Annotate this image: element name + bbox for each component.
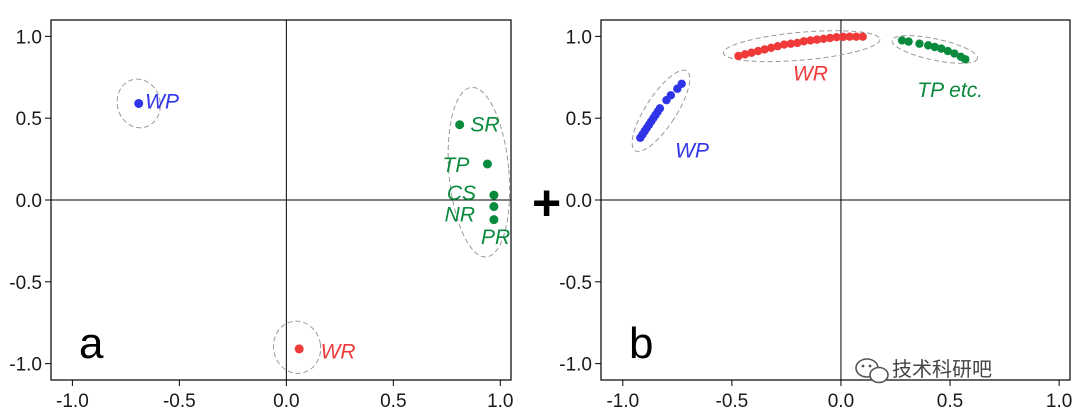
panel-b-chart: -1.0 -0.5 0.0 0.5 1.0 1.0 0.5 0.0 -0.5 -1.0 WP WR TP… — [559, 19, 1072, 412]
panel-b-label-wp: WP — [675, 139, 709, 162]
panel-b-point-wr — [832, 32, 841, 42]
panel-b-ytick-label: 0.0 — [566, 191, 592, 212]
panel-b-point-tp — [924, 41, 933, 50]
panel-b-point-wr — [773, 41, 782, 51]
panel-b-point-tp — [930, 42, 939, 52]
panel-a-label-nr: NR — [445, 203, 475, 226]
panel-b-point-tp — [943, 46, 953, 56]
panel-a-xtick-label: 1.0 — [487, 391, 513, 412]
panel-a-label-sr: SR — [470, 113, 499, 136]
panel-a-label-pr: PR — [481, 226, 510, 249]
panel-b-point-wr — [753, 46, 763, 56]
watermark-text: 技术科研吧 — [892, 357, 992, 381]
plus-sign: + — [532, 175, 561, 231]
panel-a-label-wr: WR — [321, 341, 356, 364]
panel-b-group-ellipse — [722, 30, 881, 63]
panel-a-point-sr — [455, 120, 465, 130]
watermark: 技术科研吧 — [855, 357, 992, 384]
panel-a-point-cs — [489, 190, 499, 200]
panel-b-point-wr — [858, 32, 867, 41]
panel-b-xtick-label: 0.0 — [828, 391, 854, 412]
panel-b-point-wr — [786, 39, 795, 48]
panel-b-ytick-label: 0.5 — [566, 109, 592, 130]
panel-b-point-tp — [904, 37, 913, 46]
panel-b-point-wr — [747, 48, 756, 57]
panel-b-point-wr — [780, 40, 789, 49]
panel-b-point-wr — [793, 38, 802, 48]
panel-b-group-ellipse — [631, 69, 691, 152]
panel-b-point-wr — [845, 32, 854, 41]
panel-a-chart: -1.0 -0.5 0.0 0.5 1.0 1.0 0.5 0.0 -0.5 -1.0 WP WR SR… — [9, 19, 514, 412]
panel-a-label-cs: CS — [447, 182, 476, 205]
panel-b-xtick-label: 0.5 — [937, 391, 963, 412]
panel-b-point-tp — [897, 36, 907, 45]
panel-b-point-wr — [799, 37, 809, 46]
panel-b-letter: b — [629, 319, 653, 368]
panel-a-xtick-label: -0.5 — [163, 391, 196, 412]
panel-a-ytick-label: -0.5 — [9, 273, 42, 294]
panel-a-point-wp — [134, 98, 144, 108]
panel-b-label-wr: WR — [793, 63, 828, 86]
panel-b-point-tp — [950, 49, 959, 58]
panel-b-point-wr — [766, 43, 776, 53]
panel-b-point-tp — [915, 39, 924, 48]
panel-a-point-wr — [294, 344, 304, 354]
panel-b-point-wr — [838, 32, 848, 42]
panel-b-xtick-label: -0.5 — [716, 391, 749, 412]
panel-b-ytick-label: -1.0 — [559, 355, 592, 376]
panel-a-xtick-label: 0.5 — [380, 391, 406, 412]
panel-a-letter: a — [79, 319, 104, 368]
panel-b-point-tp — [961, 55, 970, 64]
panel-b-point-tp — [937, 44, 946, 53]
panel-b-point-wr — [819, 34, 828, 44]
panel-b-point-wp — [655, 104, 665, 113]
panel-a-point-pr — [489, 215, 499, 225]
panel-b-point-wr — [812, 35, 822, 44]
panel-a-point-tp — [482, 159, 492, 169]
panel-b-ytick-label: 1.0 — [566, 27, 592, 48]
panel-b-point-wp — [677, 79, 686, 89]
panel-a-ytick-label: 0.0 — [16, 191, 42, 212]
panel-b-group-ellipse — [891, 35, 978, 64]
panel-b-point-wp — [666, 91, 676, 100]
panel-b-point-wr — [740, 50, 750, 59]
panel-b-xtick-label: 1.0 — [1046, 391, 1072, 412]
panel-a-group-ellipse — [447, 86, 511, 258]
panel-a-group-ellipse — [272, 320, 322, 374]
panel-a-label-tp: TP — [443, 154, 470, 177]
panel-a-ytick-label: -1.0 — [9, 355, 42, 376]
panel-b-point-wr — [806, 36, 815, 45]
panel-b-xtick-label: -1.0 — [606, 391, 639, 412]
panel-a-label-wp: WP — [145, 90, 179, 113]
panel-b-point-wr — [852, 32, 861, 41]
wechat-icon — [855, 358, 889, 384]
panel-a-xtick-label: 0.0 — [273, 391, 299, 412]
panel-a-ytick-label: 0.5 — [16, 109, 42, 130]
panel-a-xtick-label: -1.0 — [56, 391, 89, 412]
panel-b-point-wr — [760, 45, 769, 54]
panel-a-ytick-label: 1.0 — [16, 27, 42, 48]
panel-a-point-nr — [489, 202, 499, 212]
panel-b-ytick-label: -0.5 — [559, 273, 592, 294]
panel-b-label-tp-etc: TP etc. — [917, 79, 983, 102]
panel-b-point-wr — [734, 51, 743, 61]
panel-b-point-wr — [825, 33, 835, 43]
